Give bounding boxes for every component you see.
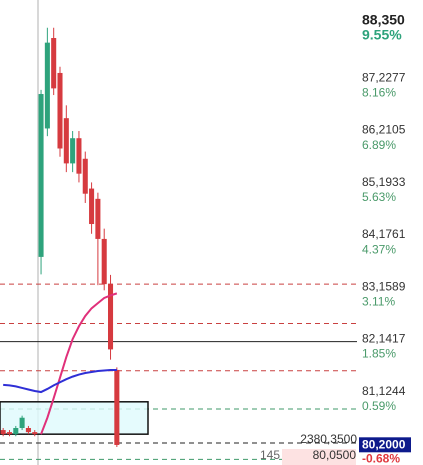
candle-body — [70, 138, 76, 164]
last-price-bg — [359, 437, 411, 453]
pct-tick-label: 5.63% — [362, 190, 396, 204]
candle-body — [51, 38, 57, 89]
y-tick-label: 81,1244 — [362, 384, 406, 398]
range-box — [0, 401, 149, 435]
moving-average — [40, 292, 118, 435]
candle-body — [82, 158, 88, 194]
pct-tick-label: 4.37% — [362, 242, 396, 256]
candle-body — [114, 369, 120, 445]
y-tick-label: 83,1589 — [362, 279, 406, 293]
candle-body — [76, 138, 82, 174]
candle-body — [38, 94, 44, 257]
candle-body — [6, 432, 12, 435]
y-tick-label: 84,1761 — [362, 227, 406, 241]
order-size: 2380,3500 — [300, 432, 357, 446]
last-price-label: 80,2000 — [362, 437, 406, 451]
candle-body — [101, 238, 107, 285]
pct-tick-label: -0.68% — [362, 451, 400, 465]
pct-tick-label: 0.59% — [362, 399, 396, 413]
pct-tick-label: 6.89% — [362, 138, 396, 152]
candle-body — [89, 188, 95, 225]
order-qty: 145 — [260, 448, 280, 462]
candle-body — [25, 428, 31, 433]
pct-tick-label: 9.55% — [362, 26, 402, 42]
y-tick-label: 85,1933 — [362, 175, 406, 189]
candle-body — [95, 198, 101, 239]
candle-body — [63, 118, 69, 164]
candle-body — [19, 417, 25, 429]
pct-tick-label: 8.16% — [362, 85, 396, 99]
order-price: 80,0500 — [313, 448, 357, 462]
candle-body — [13, 428, 19, 435]
order-bg — [282, 449, 356, 465]
pct-tick-label: 1.85% — [362, 347, 396, 361]
candle-body — [0, 430, 6, 435]
y-tick-label: 87,2277 — [362, 70, 406, 84]
y-tick-label: 82,1417 — [362, 332, 406, 346]
candle-body — [44, 42, 50, 129]
pct-tick-label: 3.11% — [362, 294, 395, 308]
moving-average — [3, 368, 117, 394]
candle-body — [108, 284, 114, 350]
candle-body — [57, 72, 63, 149]
y-tick-label: 88,350 — [362, 11, 405, 27]
candle-body — [32, 432, 38, 435]
y-tick-label: 86,2105 — [362, 123, 406, 137]
